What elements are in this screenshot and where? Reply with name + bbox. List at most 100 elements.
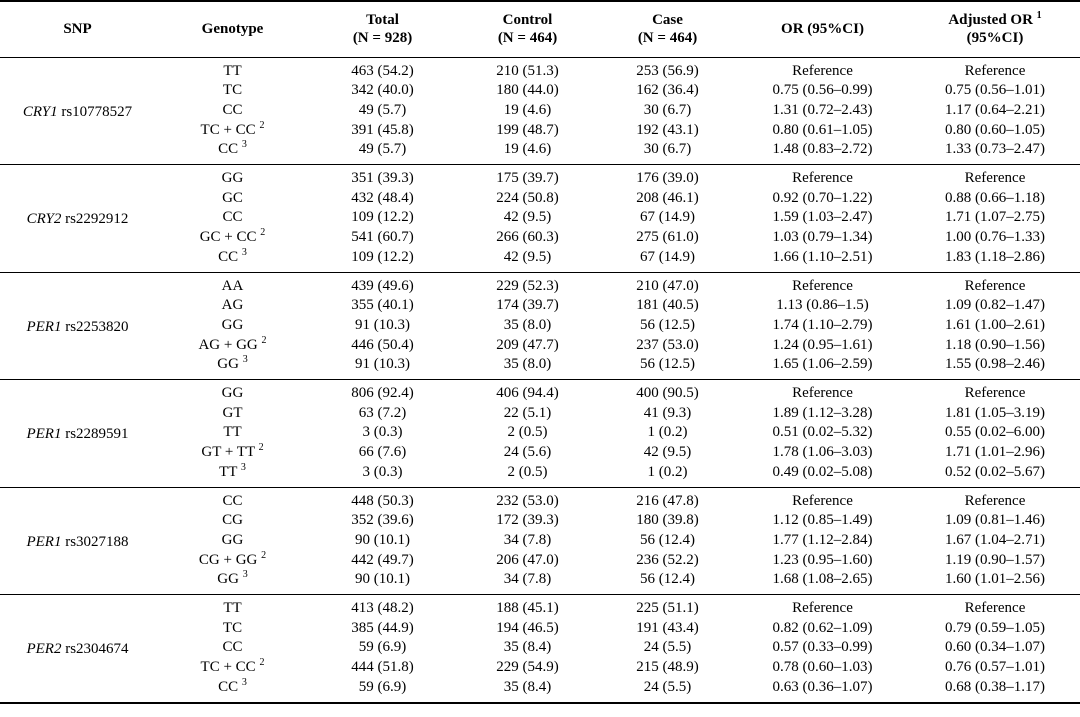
total-cell: 541 (60.7)	[351, 229, 414, 246]
header-adjusted-or-label: Adjusted OR	[948, 12, 1033, 29]
table-row: TT 3 (0.3) 2 (0.5) 1 (0.2) 0.51 (0.02–5.32) 0…	[0, 423, 1080, 443]
adjusted-or-cell: 1.18 (0.90–1.56)	[945, 336, 1045, 353]
header-control-label: Control	[502, 12, 553, 29]
genotype-cell: GG 3	[155, 355, 310, 379]
adjusted-or-cell: 0.52 (0.02–5.67)	[945, 463, 1045, 480]
adjusted-or-cell: 0.55 (0.02–6.00)	[945, 424, 1045, 441]
or-cell: 1.48 (0.83–2.72)	[772, 141, 873, 158]
table-row: AG + GG 2 446 (50.4) 209 (47.7) 237 (53.0) 1…	[0, 334, 1080, 356]
total-cell: 439 (49.6)	[351, 277, 414, 294]
genotype-label: TT	[223, 424, 242, 441]
or-cell: 1.23 (0.95–1.60)	[772, 551, 873, 568]
case-cell: 41 (9.3)	[643, 404, 692, 421]
genotype-label: GG	[221, 170, 244, 187]
control-cell: 406 (94.4)	[496, 385, 559, 402]
adjusted-or-cell: 0.79 (0.59–1.05)	[945, 619, 1045, 636]
table-row: GG 91 (10.3) 35 (8.0) 56 (12.5) 1.74 (1.10–2…	[0, 316, 1080, 336]
genotype-label: GG	[221, 385, 244, 402]
snp-id: rs2253820	[65, 318, 129, 335]
adjusted-or-cell: 1.09 (0.82–1.47)	[945, 297, 1045, 314]
total-cell: 109 (12.2)	[351, 209, 414, 226]
header-genotype-label: Genotype	[201, 21, 264, 38]
genotype-cell: AA	[155, 272, 310, 296]
control-cell: 174 (39.7)	[496, 297, 559, 314]
genotype-label: TT	[223, 62, 242, 79]
table-row: PER1 rs2253820 AA 439 (49.6) 229 (52.3) 210 …	[0, 272, 1080, 335]
header-total: Total (N = 928)	[310, 1, 455, 57]
genotype-cell: TC + CC 2	[155, 120, 310, 141]
case-cell: 180 (39.8)	[636, 512, 699, 529]
control-cell: 266 (60.3)	[496, 229, 559, 246]
genotype-cell: GG 3	[155, 570, 310, 594]
case-cell: 215 (48.9)	[636, 659, 699, 676]
header-adjusted-or: Adjusted OR 1 (95%CI)	[910, 1, 1080, 57]
total-cell: 463 (54.2)	[351, 62, 414, 79]
or-cell: 0.78 (0.60–1.03)	[772, 659, 873, 676]
table-row: AG 355 (40.1) 174 (39.7) 181 (40.5) 1.13 (0.…	[0, 296, 1080, 316]
table-row: PER1 rs2289591 GG 806 (92.4) 406 (94.4) 400 …	[0, 380, 1080, 442]
case-cell: 67 (14.9)	[640, 209, 695, 226]
control-cell: 34 (7.8)	[503, 571, 552, 588]
case-cell: 56 (12.4)	[640, 571, 695, 588]
or-cell: 1.77 (1.12–2.84)	[772, 531, 873, 548]
total-cell: 806 (92.4)	[351, 385, 414, 402]
snp-group: PER2 rs2304674 TT 413 (48.2) 188 (45.1) 225 …	[0, 595, 1080, 703]
table-row: TT 3 3 (0.3) 2 (0.5) 1 (0.2) 0.49 (0.02–5.08…	[0, 462, 1080, 487]
case-cell: 181 (40.5)	[636, 297, 699, 314]
adjusted-or-cell: Reference	[964, 600, 1026, 617]
total-cell: 91 (10.3)	[355, 356, 410, 373]
genotype-label: GT + TT	[201, 444, 255, 461]
header-or-label: OR (95%CI)	[781, 21, 864, 38]
genotype-cell: CC	[155, 208, 310, 228]
adjusted-or-cell: 1.55 (0.98–2.46)	[945, 356, 1045, 373]
control-cell: 175 (39.7)	[496, 170, 559, 187]
snp-group: CRY1 rs10778527 TT 463 (54.2) 210 (51.3) 253…	[0, 57, 1080, 165]
control-cell: 199 (48.7)	[496, 121, 559, 138]
genotype-cell: TT 3	[155, 462, 310, 487]
or-cell: Reference	[792, 170, 853, 187]
gene-name: PER1	[26, 426, 62, 443]
control-cell: 232 (53.0)	[496, 492, 559, 509]
header-case-n: (N = 464)	[637, 30, 698, 47]
genotype-label: CC	[218, 248, 239, 265]
total-cell: 385 (44.9)	[351, 619, 414, 636]
total-cell: 3 (0.3)	[362, 463, 403, 480]
or-cell: 1.12 (0.85–1.49)	[772, 512, 873, 529]
genotype-label: GG	[221, 531, 244, 548]
genotype-cell: TT	[155, 423, 310, 443]
genotype-cell: AG	[155, 296, 310, 316]
adjusted-or-cell: 1.83 (1.18–2.86)	[945, 248, 1045, 265]
or-cell: 1.89 (1.12–3.28)	[772, 404, 873, 421]
snp-id: rs2292912	[65, 211, 129, 228]
adjusted-or-cell: Reference	[964, 492, 1026, 509]
adjusted-or-cell: Reference	[964, 385, 1026, 402]
adjusted-or-cell: 1.17 (0.64–2.21)	[945, 101, 1045, 118]
genotype-footnote: 3	[242, 354, 248, 366]
control-cell: 19 (4.6)	[503, 141, 552, 158]
total-cell: 109 (12.2)	[351, 248, 414, 265]
adjusted-or-cell: 0.76 (0.57–1.01)	[945, 659, 1045, 676]
snp-cell: PER1 rs2289591	[0, 380, 155, 488]
control-cell: 24 (5.6)	[503, 444, 552, 461]
genotype-cell: GT + TT 2	[155, 443, 310, 463]
header-adjusted-or-ci: (95%CI)	[966, 30, 1024, 47]
header-total-label: Total	[366, 12, 399, 29]
genotype-cell: CG	[155, 511, 310, 531]
table-row: GC + CC 2 541 (60.7) 266 (60.3) 275 (61.0) 1…	[0, 228, 1080, 248]
genotype-footnote: 2	[261, 334, 267, 346]
or-cell: 0.75 (0.56–0.99)	[772, 82, 873, 99]
table-row: CRY2 rs2292912 GG 351 (39.3) 175 (39.7) 176 …	[0, 165, 1080, 227]
genotype-label: TT	[223, 600, 242, 617]
genotype-cell: TC + CC 2	[155, 658, 310, 678]
total-cell: 352 (39.6)	[351, 512, 414, 529]
control-cell: 35 (8.0)	[503, 316, 552, 333]
genotype-label: TC + CC	[200, 659, 256, 676]
table-row: CC 109 (12.2) 42 (9.5) 67 (14.9) 1.59 (1.03–…	[0, 208, 1080, 228]
or-cell: 1.24 (0.95–1.61)	[772, 336, 873, 353]
table-row: GG 3 90 (10.1) 34 (7.8) 56 (12.4) 1.68 (1.08…	[0, 570, 1080, 594]
genotype-cell: GC + CC 2	[155, 228, 310, 248]
genotype-cell: CC 3	[155, 247, 310, 272]
genotype-label: GG	[217, 571, 239, 588]
genotype-label: AG + GG	[198, 336, 258, 353]
